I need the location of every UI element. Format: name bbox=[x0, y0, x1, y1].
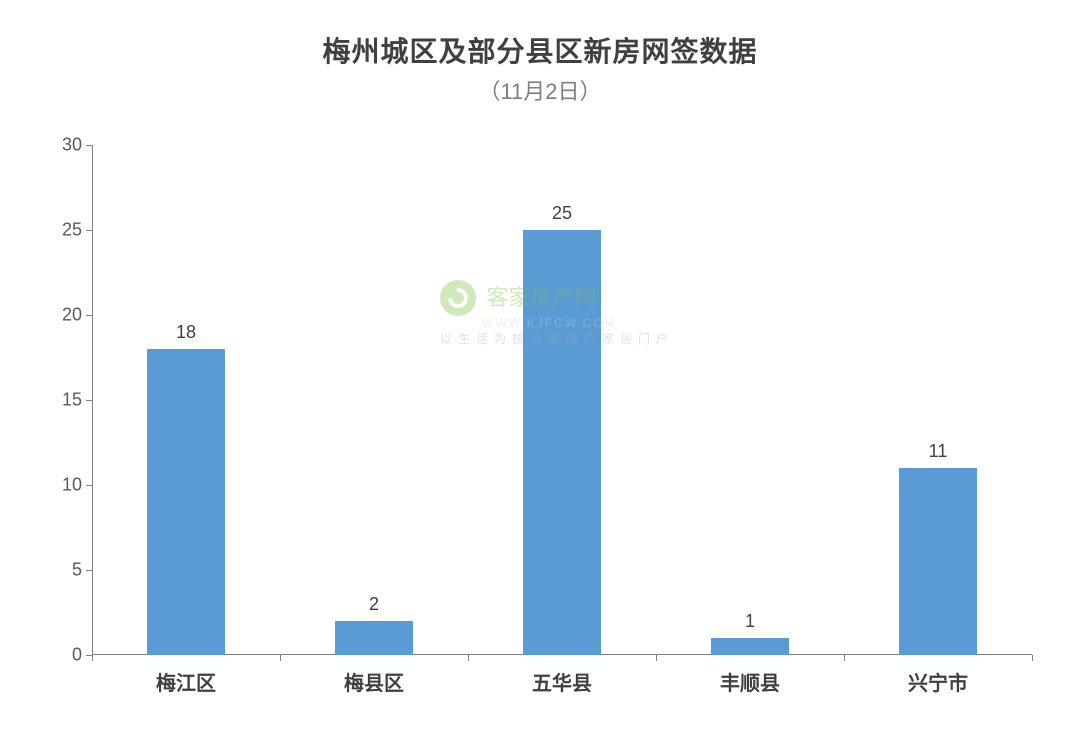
y-tick-mark bbox=[86, 485, 92, 486]
y-tick-mark bbox=[86, 315, 92, 316]
y-tick-label: 20 bbox=[62, 305, 82, 326]
y-tick-mark bbox=[86, 230, 92, 231]
y-tick-label: 30 bbox=[62, 135, 82, 156]
bar: 11 bbox=[899, 468, 978, 655]
y-tick-mark bbox=[86, 400, 92, 401]
watermark-slogan: 以生活为核心的房产家居门户 bbox=[440, 332, 674, 346]
bar-value-label: 1 bbox=[711, 611, 790, 632]
y-tick-mark bbox=[86, 570, 92, 571]
chart-title: 梅州城区及部分县区新房网签数据 bbox=[0, 30, 1080, 70]
y-tick-label: 10 bbox=[62, 475, 82, 496]
plot-area: 05101520253018梅江区2梅县区25五华县1丰顺县11兴宁市 bbox=[92, 145, 1032, 655]
x-tick-mark bbox=[1032, 655, 1033, 661]
bar: 18 bbox=[147, 349, 226, 655]
x-tick-mark bbox=[92, 655, 93, 661]
x-category-label: 梅江区 bbox=[156, 667, 216, 696]
bar-value-label: 11 bbox=[899, 441, 978, 462]
x-tick-mark bbox=[656, 655, 657, 661]
bar-chart: 梅州城区及部分县区新房网签数据 （11月2日） 0 5 10 15 20 25 30 18 梅江… bbox=[0, 0, 1080, 730]
x-tick-mark bbox=[844, 655, 845, 661]
bar: 1 bbox=[711, 638, 790, 655]
watermark-url: WWW.KJFCW.COM bbox=[482, 316, 674, 330]
title-block: 梅州城区及部分县区新房网签数据 （11月2日） bbox=[0, 30, 1080, 106]
x-category-label: 兴宁市 bbox=[908, 667, 968, 696]
x-category-label: 五华县 bbox=[532, 667, 592, 696]
x-category-label: 丰顺县 bbox=[720, 667, 780, 696]
y-tick-label: 5 bbox=[72, 560, 82, 581]
watermark: 客家房产网 WWW.KJFCW.COM 以生活为核心的房产家居门户 bbox=[440, 280, 674, 347]
x-category-label: 梅县区 bbox=[344, 667, 404, 696]
watermark-brand: 客家房产网 bbox=[486, 285, 596, 311]
y-tick-label: 25 bbox=[62, 220, 82, 241]
bar-value-label: 2 bbox=[335, 594, 414, 615]
watermark-logo-icon bbox=[440, 280, 476, 316]
chart-subtitle: （11月2日） bbox=[0, 74, 1080, 106]
bar: 2 bbox=[335, 621, 414, 655]
y-tick-label: 15 bbox=[62, 390, 82, 411]
x-tick-mark bbox=[468, 655, 469, 661]
bar-value-label: 18 bbox=[147, 322, 226, 343]
y-tick-label: 0 bbox=[72, 645, 82, 666]
bar-value-label: 25 bbox=[523, 203, 602, 224]
y-axis-line bbox=[92, 145, 93, 655]
y-tick-mark bbox=[86, 145, 92, 146]
x-tick-mark bbox=[280, 655, 281, 661]
